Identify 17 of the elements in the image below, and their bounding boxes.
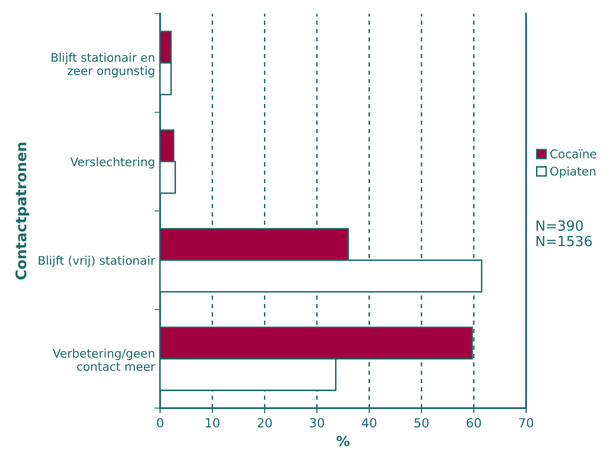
y-tick-label: Verslechtering — [70, 157, 154, 169]
legend-label: Opiaten — [550, 166, 596, 178]
legend-label: Cocaïne — [550, 149, 596, 158]
y-tick-label: Blijft (vrij) stationair — [38, 256, 156, 268]
x-tick-label: 20 — [258, 418, 272, 428]
x-tick-label: 70 — [519, 418, 534, 428]
x-tick-label: 10 — [206, 418, 220, 428]
x-tick-label: 60 — [466, 418, 481, 428]
y-tick-label: Verbetering/geen contact meer — [52, 348, 156, 371]
y-axis-title: Contactpatronen — [15, 142, 30, 280]
x-tick-label: 50 — [414, 418, 429, 428]
x-tick-label: 40 — [362, 418, 376, 428]
text: N=390 N=1536 — [536, 220, 592, 246]
x-axis-title: % — [336, 436, 350, 446]
x-tick-label: 0 — [156, 418, 164, 428]
x-tick-label: 30 — [310, 418, 324, 428]
y-tick-label: Blijft stationair en zeer ongunstig — [52, 52, 154, 78]
